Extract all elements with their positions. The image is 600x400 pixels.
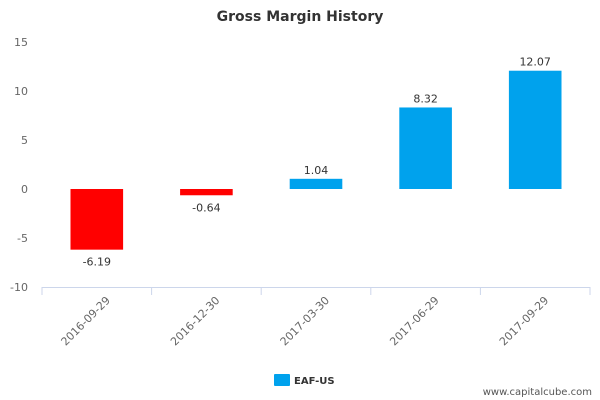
x-tick-label: 2016-12-30 bbox=[168, 294, 222, 348]
data-label: -6.19 bbox=[83, 256, 111, 269]
x-tick-label: 2017-03-30 bbox=[278, 294, 332, 348]
x-tick-label: 2016-09-29 bbox=[59, 294, 113, 348]
x-axis: 2016-09-29 2016-12-30 2017-03-30 2017-06-29… bbox=[41, 287, 591, 348]
y-tick-label: 10 bbox=[14, 85, 28, 98]
y-tick-label: 15 bbox=[14, 36, 28, 49]
watermark: www.capitalcube.com bbox=[483, 387, 592, 398]
y-tick-label: 0 bbox=[21, 183, 28, 196]
data-label: -0.64 bbox=[192, 201, 220, 214]
y-tick-label: -5 bbox=[17, 232, 28, 245]
bar[interactable] bbox=[289, 178, 343, 189]
y-axis: 15 10 5 0 -5 -10 bbox=[10, 36, 28, 294]
data-label: 1.04 bbox=[304, 164, 329, 177]
legend-swatch[interactable] bbox=[274, 374, 290, 386]
bar[interactable] bbox=[180, 189, 233, 196]
legend[interactable]: EAF-US bbox=[274, 374, 335, 387]
data-label: 8.32 bbox=[413, 92, 438, 105]
data-labels: -6.19 -0.64 1.04 8.32 12.07 bbox=[83, 56, 551, 269]
bar[interactable] bbox=[70, 189, 124, 250]
y-tick-label: 5 bbox=[21, 134, 28, 147]
legend-label[interactable]: EAF-US bbox=[294, 376, 335, 387]
bar[interactable] bbox=[508, 70, 562, 189]
bar-series bbox=[70, 70, 562, 250]
x-tick-label: 2017-09-29 bbox=[497, 294, 551, 348]
chart-title: Gross Margin History bbox=[217, 9, 384, 25]
x-tick-label: 2017-06-29 bbox=[387, 294, 441, 348]
data-label: 12.07 bbox=[519, 56, 551, 69]
bar[interactable] bbox=[399, 107, 452, 189]
y-tick-label: -10 bbox=[10, 281, 28, 294]
